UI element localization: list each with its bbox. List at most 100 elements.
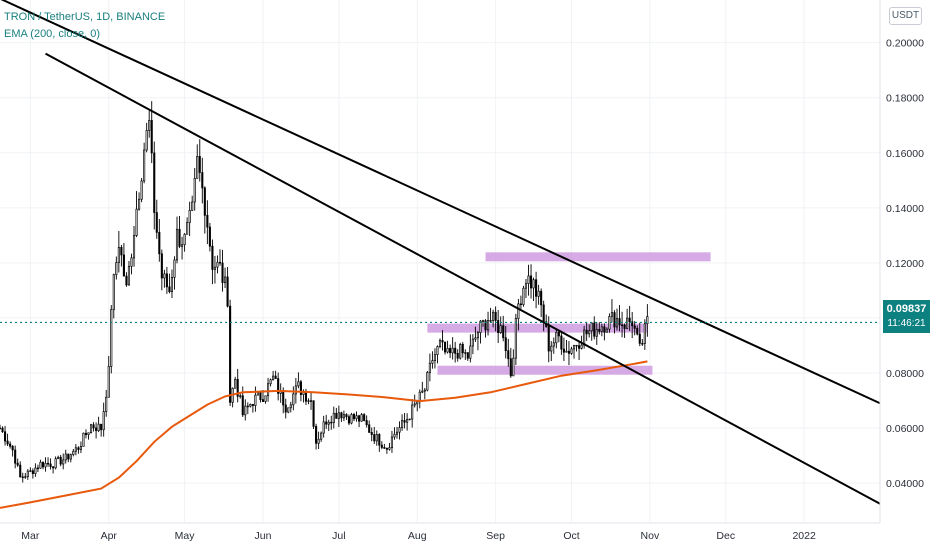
candle-body	[572, 344, 576, 350]
candle-body	[610, 312, 613, 317]
candle-body	[416, 401, 419, 405]
candle-body	[26, 470, 29, 477]
candle-body	[143, 149, 146, 182]
candle-body	[181, 244, 184, 247]
candle-body	[259, 391, 262, 400]
candle-body	[213, 266, 216, 270]
candle-body	[19, 464, 22, 478]
time-tick-label: Apr	[101, 530, 118, 542]
candle-body	[234, 379, 237, 389]
candle-body	[431, 360, 434, 364]
candle-body	[532, 279, 535, 289]
candle-body	[438, 340, 442, 347]
support-resistance-zone	[485, 252, 711, 262]
candle-body	[92, 424, 95, 429]
candle-body	[117, 247, 120, 263]
candle-body	[132, 235, 136, 259]
candle-body	[21, 476, 24, 479]
time-tick-label: Sep	[486, 530, 505, 542]
candle-body	[555, 331, 558, 344]
candle-body	[287, 407, 290, 413]
candle-body	[575, 344, 578, 347]
candle-body	[451, 347, 454, 354]
candle-body	[537, 290, 540, 297]
candle-body	[337, 412, 340, 419]
candle-body	[598, 328, 601, 332]
time-tick-label: 2022	[792, 530, 816, 542]
candle-body	[115, 262, 118, 276]
price-tick-label: 0.20000	[886, 38, 924, 50]
candle-body	[155, 212, 158, 233]
candle-body	[595, 328, 598, 337]
candle-body	[122, 254, 125, 277]
candle-body	[355, 415, 358, 420]
candle-body	[1, 427, 4, 433]
candle-body	[588, 330, 591, 335]
candle-body	[444, 341, 447, 353]
candle-body	[216, 261, 219, 268]
legend-indicator[interactable]: EMA (200, close, 0)	[4, 28, 100, 40]
candle-body	[358, 415, 361, 422]
candle-body	[47, 462, 50, 465]
chart-legend: TRON / TetherUS, 1D, BINANCE EMA (200, c…	[4, 9, 165, 43]
price-tick-label: 0.16000	[886, 148, 924, 160]
candle-body	[236, 379, 239, 397]
candle-body	[600, 326, 603, 332]
candle-body	[221, 262, 224, 284]
candle-body	[585, 329, 588, 335]
candle-body	[44, 462, 47, 468]
price-tick-label: 0.14000	[886, 203, 924, 215]
candle-body	[464, 352, 467, 354]
candle-body	[325, 421, 328, 425]
candle-body	[426, 372, 429, 391]
candle-body	[160, 253, 163, 279]
candle-body	[517, 303, 520, 319]
candle-body	[633, 325, 636, 329]
candle-body	[264, 395, 267, 402]
legend-symbol[interactable]: TRON / TetherUS, 1D, BINANCE	[4, 11, 166, 23]
candle-body	[560, 335, 563, 350]
unit-button[interactable]: USDT	[889, 7, 922, 25]
candle-body	[168, 286, 171, 293]
price-tick-label: 0.18000	[886, 93, 924, 105]
candle-body	[550, 345, 553, 352]
candle-body	[342, 414, 345, 419]
candle-body	[514, 318, 517, 359]
candle-body	[623, 324, 626, 329]
candle-body	[365, 420, 368, 426]
candle-body	[72, 450, 75, 456]
candle-body	[191, 201, 194, 211]
candle-body	[120, 247, 123, 256]
candle-body	[183, 233, 186, 246]
candle-body	[487, 320, 490, 331]
candle-body	[449, 347, 452, 354]
candle-body	[524, 283, 528, 289]
candle-body	[618, 318, 621, 326]
time-tick-label: Aug	[408, 530, 427, 542]
candle-body	[340, 412, 343, 419]
candle-body	[385, 448, 388, 450]
candle-body	[352, 414, 356, 420]
candle-body	[529, 275, 533, 289]
candle-body	[89, 424, 93, 434]
trendline	[45, 52, 881, 505]
time-axis-background	[0, 523, 932, 550]
candle-body	[350, 414, 353, 424]
candle-body	[67, 453, 70, 460]
candle-body	[249, 404, 252, 407]
candle-body	[198, 155, 201, 173]
candles	[0, 101, 649, 483]
time-tick-label: Mar	[21, 530, 40, 542]
candle-body	[41, 461, 45, 468]
candle-body	[335, 412, 338, 419]
candle-body	[471, 338, 474, 347]
candle-body	[542, 304, 545, 323]
candle-body	[375, 434, 378, 442]
trendline	[0, 0, 881, 405]
candle-body	[401, 420, 404, 428]
price-tick-label: 0.06000	[886, 423, 924, 435]
candle-body	[312, 400, 315, 427]
candle-body	[628, 317, 631, 323]
candle-body	[163, 273, 166, 279]
